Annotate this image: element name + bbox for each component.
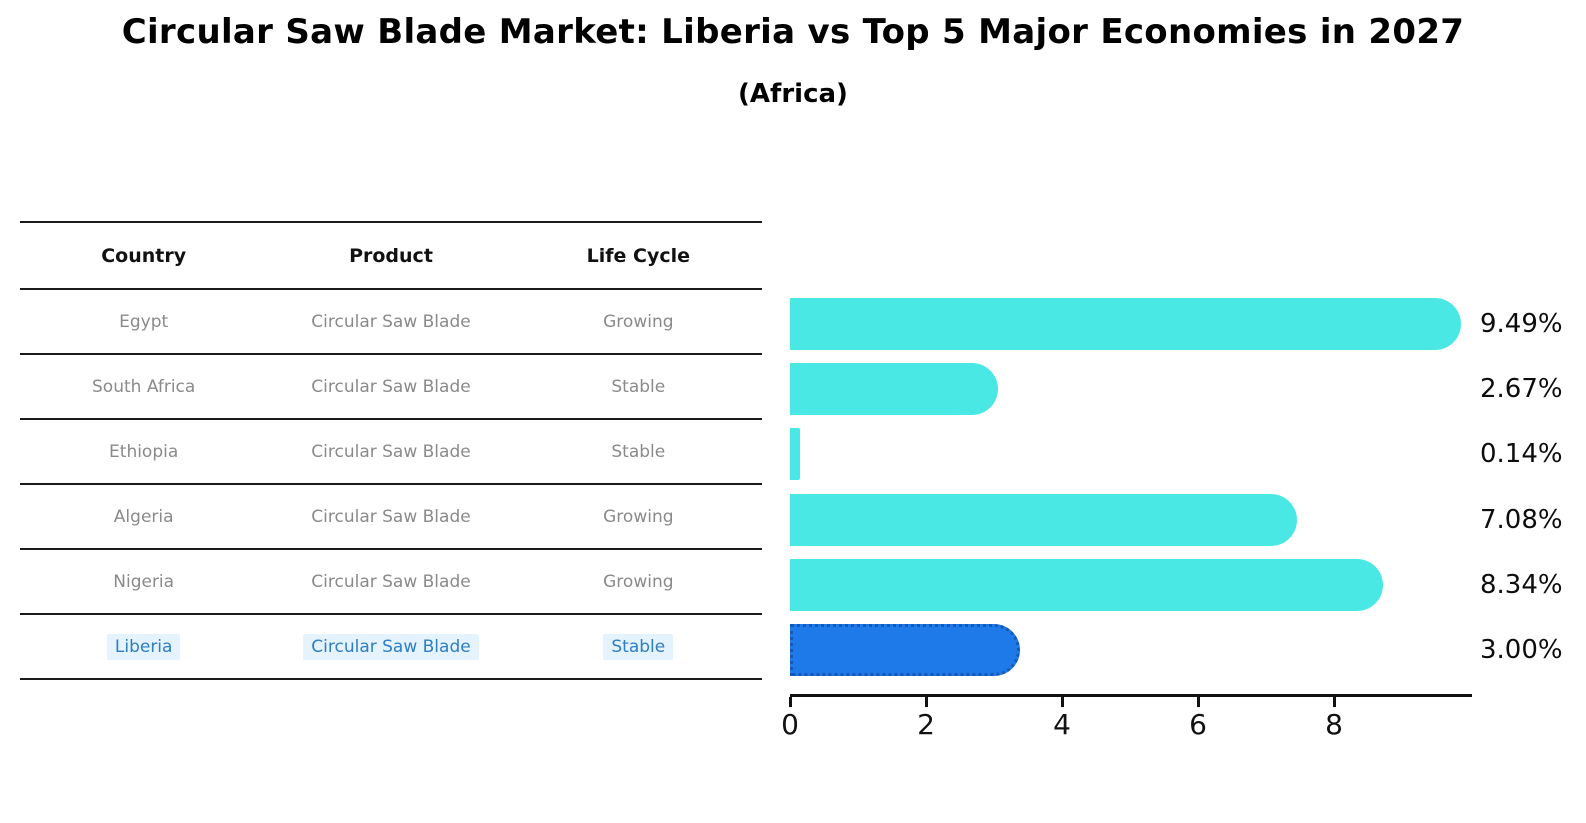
cell-text: Circular Saw Blade [311, 376, 471, 397]
page-title: Circular Saw Blade Market: Liberia vs To… [121, 12, 1465, 52]
bar-nigeria [790, 559, 1383, 611]
x-axis-tick-label: 8 [1325, 708, 1343, 741]
table-header-row: Country Product Life Cycle [20, 222, 762, 290]
x-axis-tick-label: 6 [1189, 708, 1207, 741]
bar-highlight-liberia [790, 624, 1020, 676]
bar-value-label-algeria: 7.08% [1480, 505, 1563, 535]
cell-life-cycle: Growing [514, 549, 762, 615]
x-axis-tick [1061, 697, 1064, 707]
cell-text: Nigeria [113, 571, 175, 592]
cell-text: Stable [611, 376, 666, 397]
cell-text: Algeria [113, 506, 174, 527]
cell-country: Nigeria [20, 549, 268, 615]
cell-product: Circular Saw Blade [267, 484, 515, 550]
cell-text: Stable [603, 633, 674, 660]
bar-ethiopia [790, 428, 800, 480]
cell-text: Egypt [119, 311, 169, 332]
cell-text: Liberia [106, 633, 181, 660]
cell-text: Growing [603, 571, 674, 592]
x-axis-tick [789, 697, 792, 707]
cell-life-cycle: Stable [514, 614, 762, 680]
cell-country: South Africa [20, 354, 268, 420]
table-row-nigeria: Nigeria Circular Saw Blade Growing [20, 549, 762, 615]
cell-country: Liberia [20, 614, 268, 680]
cell-product: Circular Saw Blade [267, 419, 515, 485]
cell-life-cycle: Stable [514, 354, 762, 420]
bar-value-label-egypt: 9.49% [1480, 309, 1563, 339]
bar-south-africa [790, 363, 998, 415]
table-row-ethiopia: Ethiopia Circular Saw Blade Stable [20, 419, 762, 485]
cell-text: Growing [603, 311, 674, 332]
table-row-egypt: Egypt Circular Saw Blade Growing [20, 289, 762, 355]
table-header: Country Product Life Cycle [20, 222, 762, 290]
cell-text: Growing [603, 506, 674, 527]
bar-egypt [790, 298, 1461, 350]
cell-product: Circular Saw Blade [267, 614, 515, 680]
table-body: Egypt Circular Saw Blade Growing South Afri… [20, 289, 762, 680]
cell-text: Circular Saw Blade [311, 311, 471, 332]
cell-product: Circular Saw Blade [267, 354, 515, 420]
cell-life-cycle: Growing [514, 484, 762, 550]
country-table: Country Product Life Cycle Egypt Circular… [20, 221, 762, 680]
x-axis-tick-label: 2 [917, 708, 935, 741]
cell-text: Circular Saw Blade [311, 441, 471, 462]
x-axis-line [790, 694, 1472, 697]
bar-value-label-south-africa: 2.67% [1480, 374, 1563, 404]
cell-text: Ethiopia [109, 441, 179, 462]
cell-product: Circular Saw Blade [267, 289, 515, 355]
bar-value-label-nigeria: 8.34% [1480, 570, 1563, 600]
cell-text: Stable [611, 441, 666, 462]
x-axis-tick [925, 697, 928, 707]
cell-product: Circular Saw Blade [267, 549, 515, 615]
x-axis-tick [1197, 697, 1200, 707]
x-axis-tick [1333, 697, 1336, 707]
table-row-south-africa: South Africa Circular Saw Blade Stable [20, 354, 762, 420]
bar-value-label-ethiopia: 0.14% [1480, 439, 1563, 469]
cell-country: Egypt [20, 289, 268, 355]
cell-life-cycle: Stable [514, 419, 762, 485]
column-header-product: Product [267, 222, 515, 290]
column-header-country: Country [20, 222, 268, 290]
table-row-algeria: Algeria Circular Saw Blade Growing [20, 484, 762, 550]
cell-country: Algeria [20, 484, 268, 550]
cell-text: Circular Saw Blade [311, 506, 471, 527]
bar-value-label-liberia: 3.00% [1480, 635, 1563, 665]
cell-text: Circular Saw Blade [311, 571, 471, 592]
x-axis-tick-label: 0 [781, 708, 799, 741]
table-row-liberia: Liberia Circular Saw Blade Stable [20, 614, 762, 680]
cell-text: Circular Saw Blade [303, 633, 479, 660]
bar-algeria [790, 494, 1297, 546]
column-header-life-cycle: Life Cycle [514, 222, 762, 290]
cell-life-cycle: Growing [514, 289, 762, 355]
cell-country: Ethiopia [20, 419, 268, 485]
cell-text: South Africa [92, 376, 196, 397]
x-axis-tick-label: 4 [1053, 708, 1071, 741]
page-subtitle: (Africa) [738, 79, 848, 109]
